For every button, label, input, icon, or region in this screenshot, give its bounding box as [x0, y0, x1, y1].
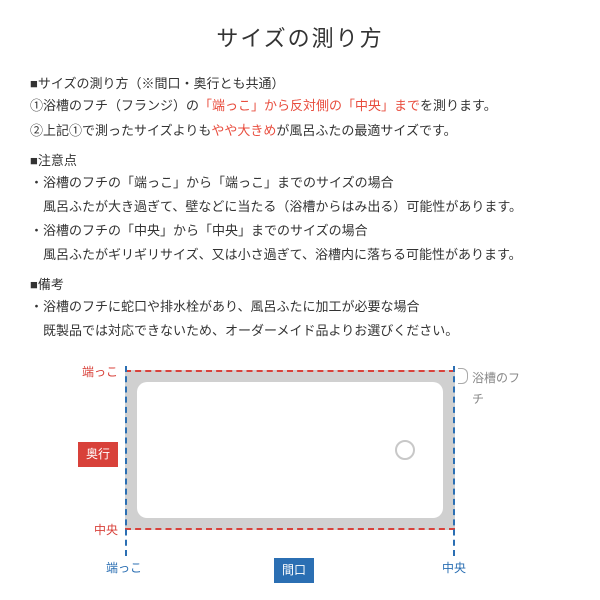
remarks-line2: 既製品では対応できないため、オーダーメイド品よりお選びください。 — [30, 320, 570, 342]
drain-icon — [395, 440, 415, 460]
v-guide-left — [125, 366, 127, 556]
badge-width: 間口 — [274, 558, 314, 582]
label-center-left: 中央 — [94, 520, 118, 540]
page-title: サイズの測り方 — [30, 20, 570, 57]
label-edge-bottom: 端っこ — [106, 558, 142, 578]
section-measure-head: ■サイズの測り方（※間口・奥行とも共通） — [30, 73, 570, 95]
measure-line2-c: が風呂ふたの最適サイズです。 — [276, 123, 456, 138]
label-rim: 浴槽のフチ — [472, 368, 530, 409]
caution-line3: ・浴槽のフチの「中央」から「中央」までのサイズの場合 — [30, 220, 570, 242]
rim-brace-icon — [458, 368, 468, 384]
label-edge-top: 端っこ — [82, 362, 118, 382]
v-guide-right — [453, 366, 455, 556]
h-guide-bottom — [125, 528, 455, 530]
measure-line2-b-highlight: やや大きめ — [211, 123, 276, 138]
measure-line2-a: ②上記①で測ったサイズよりも — [30, 123, 211, 138]
tub-inner — [137, 382, 443, 518]
bathtub-diagram: 端っこ 中央 奥行 端っこ 中央 間口 浴槽のフチ — [70, 360, 530, 590]
badge-depth: 奥行 — [78, 442, 118, 466]
caution-line1: ・浴槽のフチの「端っこ」から「端っこ」までのサイズの場合 — [30, 172, 570, 194]
measure-line1: ①浴槽のフチ（フランジ）の「端っこ」から反対側の「中央」までを測ります。 — [30, 95, 570, 117]
caution-line2: 風呂ふたが大き過ぎて、壁などに当たる（浴槽からはみ出る）可能性があります。 — [30, 196, 570, 218]
remarks-line1: ・浴槽のフチに蛇口や排水栓があり、風呂ふたに加工が必要な場合 — [30, 296, 570, 318]
h-guide-top — [125, 370, 455, 372]
caution-line4: 風呂ふたがギリギリサイズ、又は小さ過ぎて、浴槽内に落ちる可能性があります。 — [30, 244, 570, 266]
section-remarks-head: ■備考 — [30, 274, 570, 296]
measure-line1-a: ①浴槽のフチ（フランジ）の — [30, 98, 199, 113]
measure-line2: ②上記①で測ったサイズよりもやや大きめが風呂ふたの最適サイズです。 — [30, 120, 570, 142]
measure-line1-b-highlight: 「端っこ」から反対側の「中央」まで — [199, 98, 420, 113]
measure-line1-c: を測ります。 — [420, 98, 497, 113]
tub-outer — [125, 370, 455, 530]
label-center-right: 中央 — [442, 558, 466, 578]
section-caution-head: ■注意点 — [30, 150, 570, 172]
